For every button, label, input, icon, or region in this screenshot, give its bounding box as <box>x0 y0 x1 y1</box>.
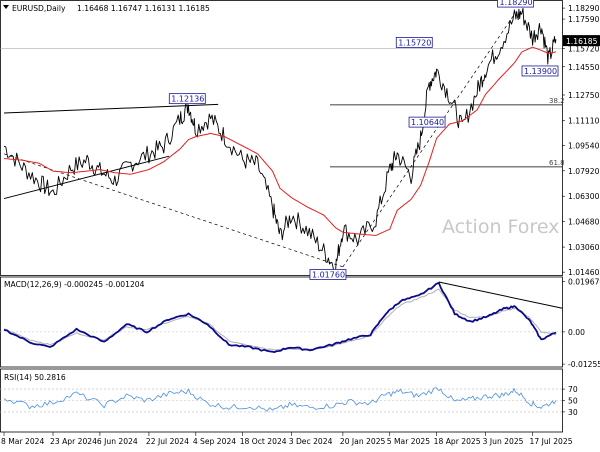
dropdown-triangle-icon[interactable] <box>3 5 9 9</box>
level-box-0 <box>497 0 534 8</box>
price-y-tick-label-9: 1.04680 <box>568 218 600 227</box>
price-trendline-0 <box>3 103 219 114</box>
macd-y-tick-label-1: 0.00 <box>568 328 585 337</box>
level-box-5 <box>309 269 347 280</box>
rsi-line <box>3 387 557 412</box>
axis-label-layer: 1.18290 1.17590 1.15720 1.14550 1.12750 1.111… <box>1 4 600 446</box>
price-y-tick-label-5: 1.11110 <box>568 117 600 126</box>
level-box-1 <box>395 37 433 48</box>
grid-layer: 38.2 61.8 <box>0 48 565 413</box>
price-y-tick-label-10: 1.03060 <box>568 243 600 252</box>
macd-title: MACD(12,26,9) -0.000245 -0.001204 <box>4 280 145 289</box>
price-y-tick-label-3: 1.14550 <box>568 63 600 72</box>
price-pane-frame <box>0 0 563 276</box>
x-tick-label-8: 5 Mar 2025 <box>387 437 430 446</box>
level-label-1: 1.15720 <box>398 38 431 47</box>
price-trendline-1 <box>3 155 170 200</box>
level-label-5: 1.01760 <box>312 270 345 279</box>
level-label-3: 1.12136 <box>171 95 204 104</box>
price-series-line <box>3 7 557 277</box>
price-y-tick-label-4: 1.12750 <box>568 91 600 100</box>
rsi-y-tick-label-2: 30 <box>568 408 578 417</box>
x-tick-label-10: 3 Jun 2025 <box>483 437 524 446</box>
x-tick-label-11: 17 Jul 2025 <box>530 437 573 446</box>
x-tick-label-2: 6 Jun 2024 <box>97 437 138 446</box>
x-tick-label-5: 18 Oct 2024 <box>240 437 287 446</box>
x-tick-label-0: 8 Mar 2024 <box>1 437 44 446</box>
rsi-title: RSI(14) 50.2816 <box>4 373 66 382</box>
rsi-y-tick-label-0: 70 <box>568 385 578 394</box>
macd-trendline-0 <box>438 281 563 309</box>
x-tick-label-3: 22 Jul 2024 <box>146 437 189 446</box>
x-tick-label-6: 3 Dec 2024 <box>289 437 333 446</box>
level-label-0: 1.18290 <box>500 0 533 7</box>
trendline-layer <box>3 12 563 309</box>
macd-y-tick-label-0: 0.019679 <box>568 277 600 286</box>
symbol-label: EURUSD,Daily <box>12 4 66 13</box>
x-tick-label-9: 18 Apr 2025 <box>434 437 481 446</box>
rsi-y-tick-label-1: 50 <box>568 397 578 406</box>
x-tick-label-7: 20 Jan 2025 <box>340 437 386 446</box>
last-price-box <box>563 35 600 47</box>
fib-label-1: 61.8 <box>549 159 565 167</box>
price-y-tick-label-2: 1.15720 <box>568 44 600 53</box>
ohlc-readout: 1.16468 1.16747 1.16131 1.16185 <box>77 4 210 13</box>
level-label-2: 1.13900 <box>524 67 557 76</box>
price-y-tick-label-0: 1.18290 <box>568 4 600 13</box>
macd-y-tick-label-2: -0.012552 <box>568 360 600 369</box>
series-layer <box>3 7 557 412</box>
level-label-layer: 1.18290 1.15720 1.13900 1.12136 1.10640 1.017… <box>168 0 559 280</box>
x-tick-label-4: 4 Sep 2024 <box>193 437 236 446</box>
level-box-3 <box>168 93 206 105</box>
macd-signal-line <box>3 288 557 351</box>
macd-pane-frame <box>0 276 563 368</box>
price-y-tick-label-8: 1.06300 <box>568 192 600 201</box>
price-y-tick-label-11: 1.01460 <box>568 268 600 277</box>
price-y-tick-label-6: 1.09540 <box>568 141 600 150</box>
level-label-4: 1.10640 <box>411 118 444 127</box>
moving-average-line <box>3 46 557 236</box>
level-box-2 <box>521 65 559 77</box>
macd-line <box>3 281 557 353</box>
fib-label-0: 38.2 <box>549 97 565 105</box>
level-box-4 <box>408 116 446 128</box>
last-price-label: 1.16185 <box>566 37 598 46</box>
price-y-tick-label-7: 1.07920 <box>568 167 600 176</box>
x-tick-label-1: 23 Apr 2024 <box>50 437 97 446</box>
watermark: Action Forex <box>442 216 559 238</box>
price-y-tick-label-1: 1.17590 <box>568 15 600 24</box>
